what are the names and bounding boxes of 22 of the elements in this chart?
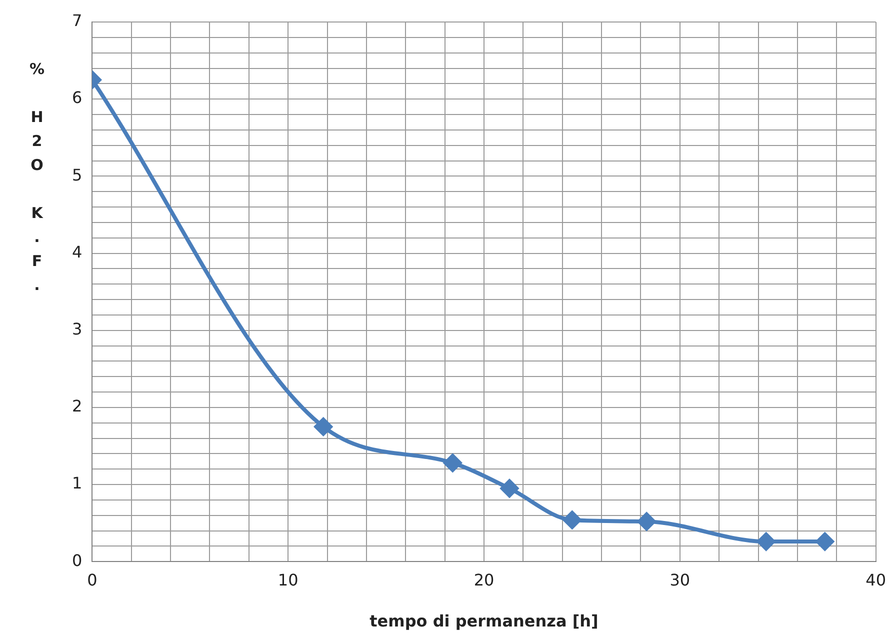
x-tick-label: 20: [474, 570, 494, 590]
y-tick-label: 2: [72, 396, 82, 416]
point: [757, 532, 776, 551]
point: [444, 454, 462, 472]
y-tick-label: 0: [72, 550, 82, 570]
point: [816, 532, 834, 551]
y-tick-label: 7: [72, 11, 82, 30]
x-tick-label: 0: [87, 570, 98, 590]
y-tick-label: 3: [72, 320, 82, 338]
x-tick-label: 40: [866, 570, 886, 590]
point: [314, 418, 332, 436]
y-tick-label: 6: [72, 88, 82, 108]
y-tick-label: 4: [72, 242, 82, 262]
y-axis-title: % H2O K.F.: [28, 60, 46, 300]
y-tick-label: 5: [72, 165, 82, 184]
y-tick-label: 1: [72, 474, 82, 493]
point: [638, 512, 656, 531]
point: [500, 479, 518, 498]
point: [563, 510, 582, 529]
x-tick-label: 10: [278, 570, 298, 590]
x-axis-title: tempo di permanenza [h]: [370, 612, 598, 631]
x-tick-label: 30: [670, 570, 690, 590]
